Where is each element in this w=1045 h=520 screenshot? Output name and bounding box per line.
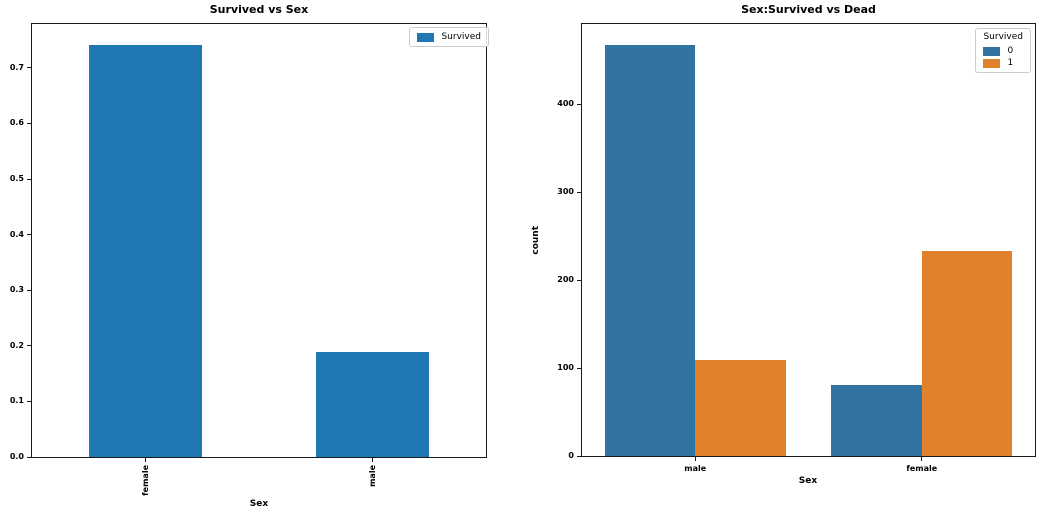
right-yaxis-label: count bbox=[531, 225, 541, 255]
x-tick-label: female bbox=[140, 465, 150, 496]
y-tick-mark bbox=[577, 367, 581, 369]
bar-female-survived-1 bbox=[921, 251, 1013, 456]
y-tick-mark bbox=[577, 455, 581, 457]
y-tick-label: 100 bbox=[557, 363, 574, 373]
left-plot-area bbox=[31, 23, 487, 458]
bar-female bbox=[88, 44, 203, 457]
y-tick-label: 0.7 bbox=[9, 62, 24, 72]
left-legend: Survived bbox=[409, 27, 489, 47]
y-tick-label: 0.1 bbox=[9, 396, 24, 406]
left-plot-title: Survived vs Sex bbox=[209, 3, 309, 16]
y-tick-label: 0.5 bbox=[9, 174, 24, 184]
y-tick-mark bbox=[27, 289, 31, 291]
legend-label-survived-1: 1 bbox=[1007, 57, 1014, 68]
x-tick-label: female bbox=[906, 464, 938, 473]
bar-male-survived-0 bbox=[604, 44, 696, 456]
bar-female-survived-0 bbox=[831, 384, 922, 456]
right-yaxis-label-wrap: count bbox=[528, 23, 544, 457]
y-tick-mark bbox=[27, 400, 31, 402]
legend-swatch-survived-1 bbox=[983, 58, 1001, 68]
x-tick-mark bbox=[372, 458, 373, 462]
bar-male-survived-1 bbox=[695, 360, 786, 456]
y-tick-mark bbox=[577, 279, 581, 281]
bar-male bbox=[315, 351, 430, 457]
y-tick-label: 300 bbox=[557, 187, 574, 197]
right-legend: Survived 0 1 bbox=[975, 28, 1031, 73]
x-tick-mark bbox=[145, 458, 146, 462]
y-tick-label: 0.0 bbox=[9, 452, 24, 461]
x-tick-mark bbox=[921, 457, 923, 461]
y-tick-label: 0 bbox=[568, 451, 574, 460]
legend-swatch-survived bbox=[417, 32, 435, 42]
right-plot-title: Sex:Survived vs Dead bbox=[741, 3, 876, 16]
legend-swatch-survived-0 bbox=[983, 46, 1001, 56]
y-tick-mark bbox=[27, 234, 31, 236]
y-tick-label: 400 bbox=[557, 99, 574, 109]
y-tick-mark bbox=[27, 456, 31, 458]
y-tick-label: 200 bbox=[557, 275, 574, 285]
y-tick-mark bbox=[27, 67, 31, 69]
y-tick-label: 0.4 bbox=[9, 229, 24, 239]
right-xaxis-label: Sex bbox=[798, 476, 818, 486]
legend-label-survived: Survived bbox=[441, 31, 481, 42]
left-xaxis-label: Sex bbox=[249, 499, 269, 509]
right-plot-area bbox=[581, 23, 1036, 457]
y-tick-label: 0.2 bbox=[9, 340, 24, 350]
legend-label-survived-0: 0 bbox=[1007, 45, 1014, 56]
y-tick-label: 0.3 bbox=[9, 285, 24, 295]
y-tick-mark bbox=[27, 345, 31, 347]
y-tick-mark bbox=[27, 122, 31, 124]
right-legend-title: Survived bbox=[983, 32, 1023, 42]
y-tick-label: 0.6 bbox=[9, 118, 24, 128]
y-tick-mark bbox=[577, 103, 581, 105]
x-tick-label: male bbox=[684, 464, 707, 473]
y-tick-mark bbox=[27, 178, 31, 180]
x-tick-mark bbox=[694, 457, 696, 461]
y-tick-mark bbox=[577, 191, 581, 193]
x-tick-label: male bbox=[367, 465, 377, 487]
